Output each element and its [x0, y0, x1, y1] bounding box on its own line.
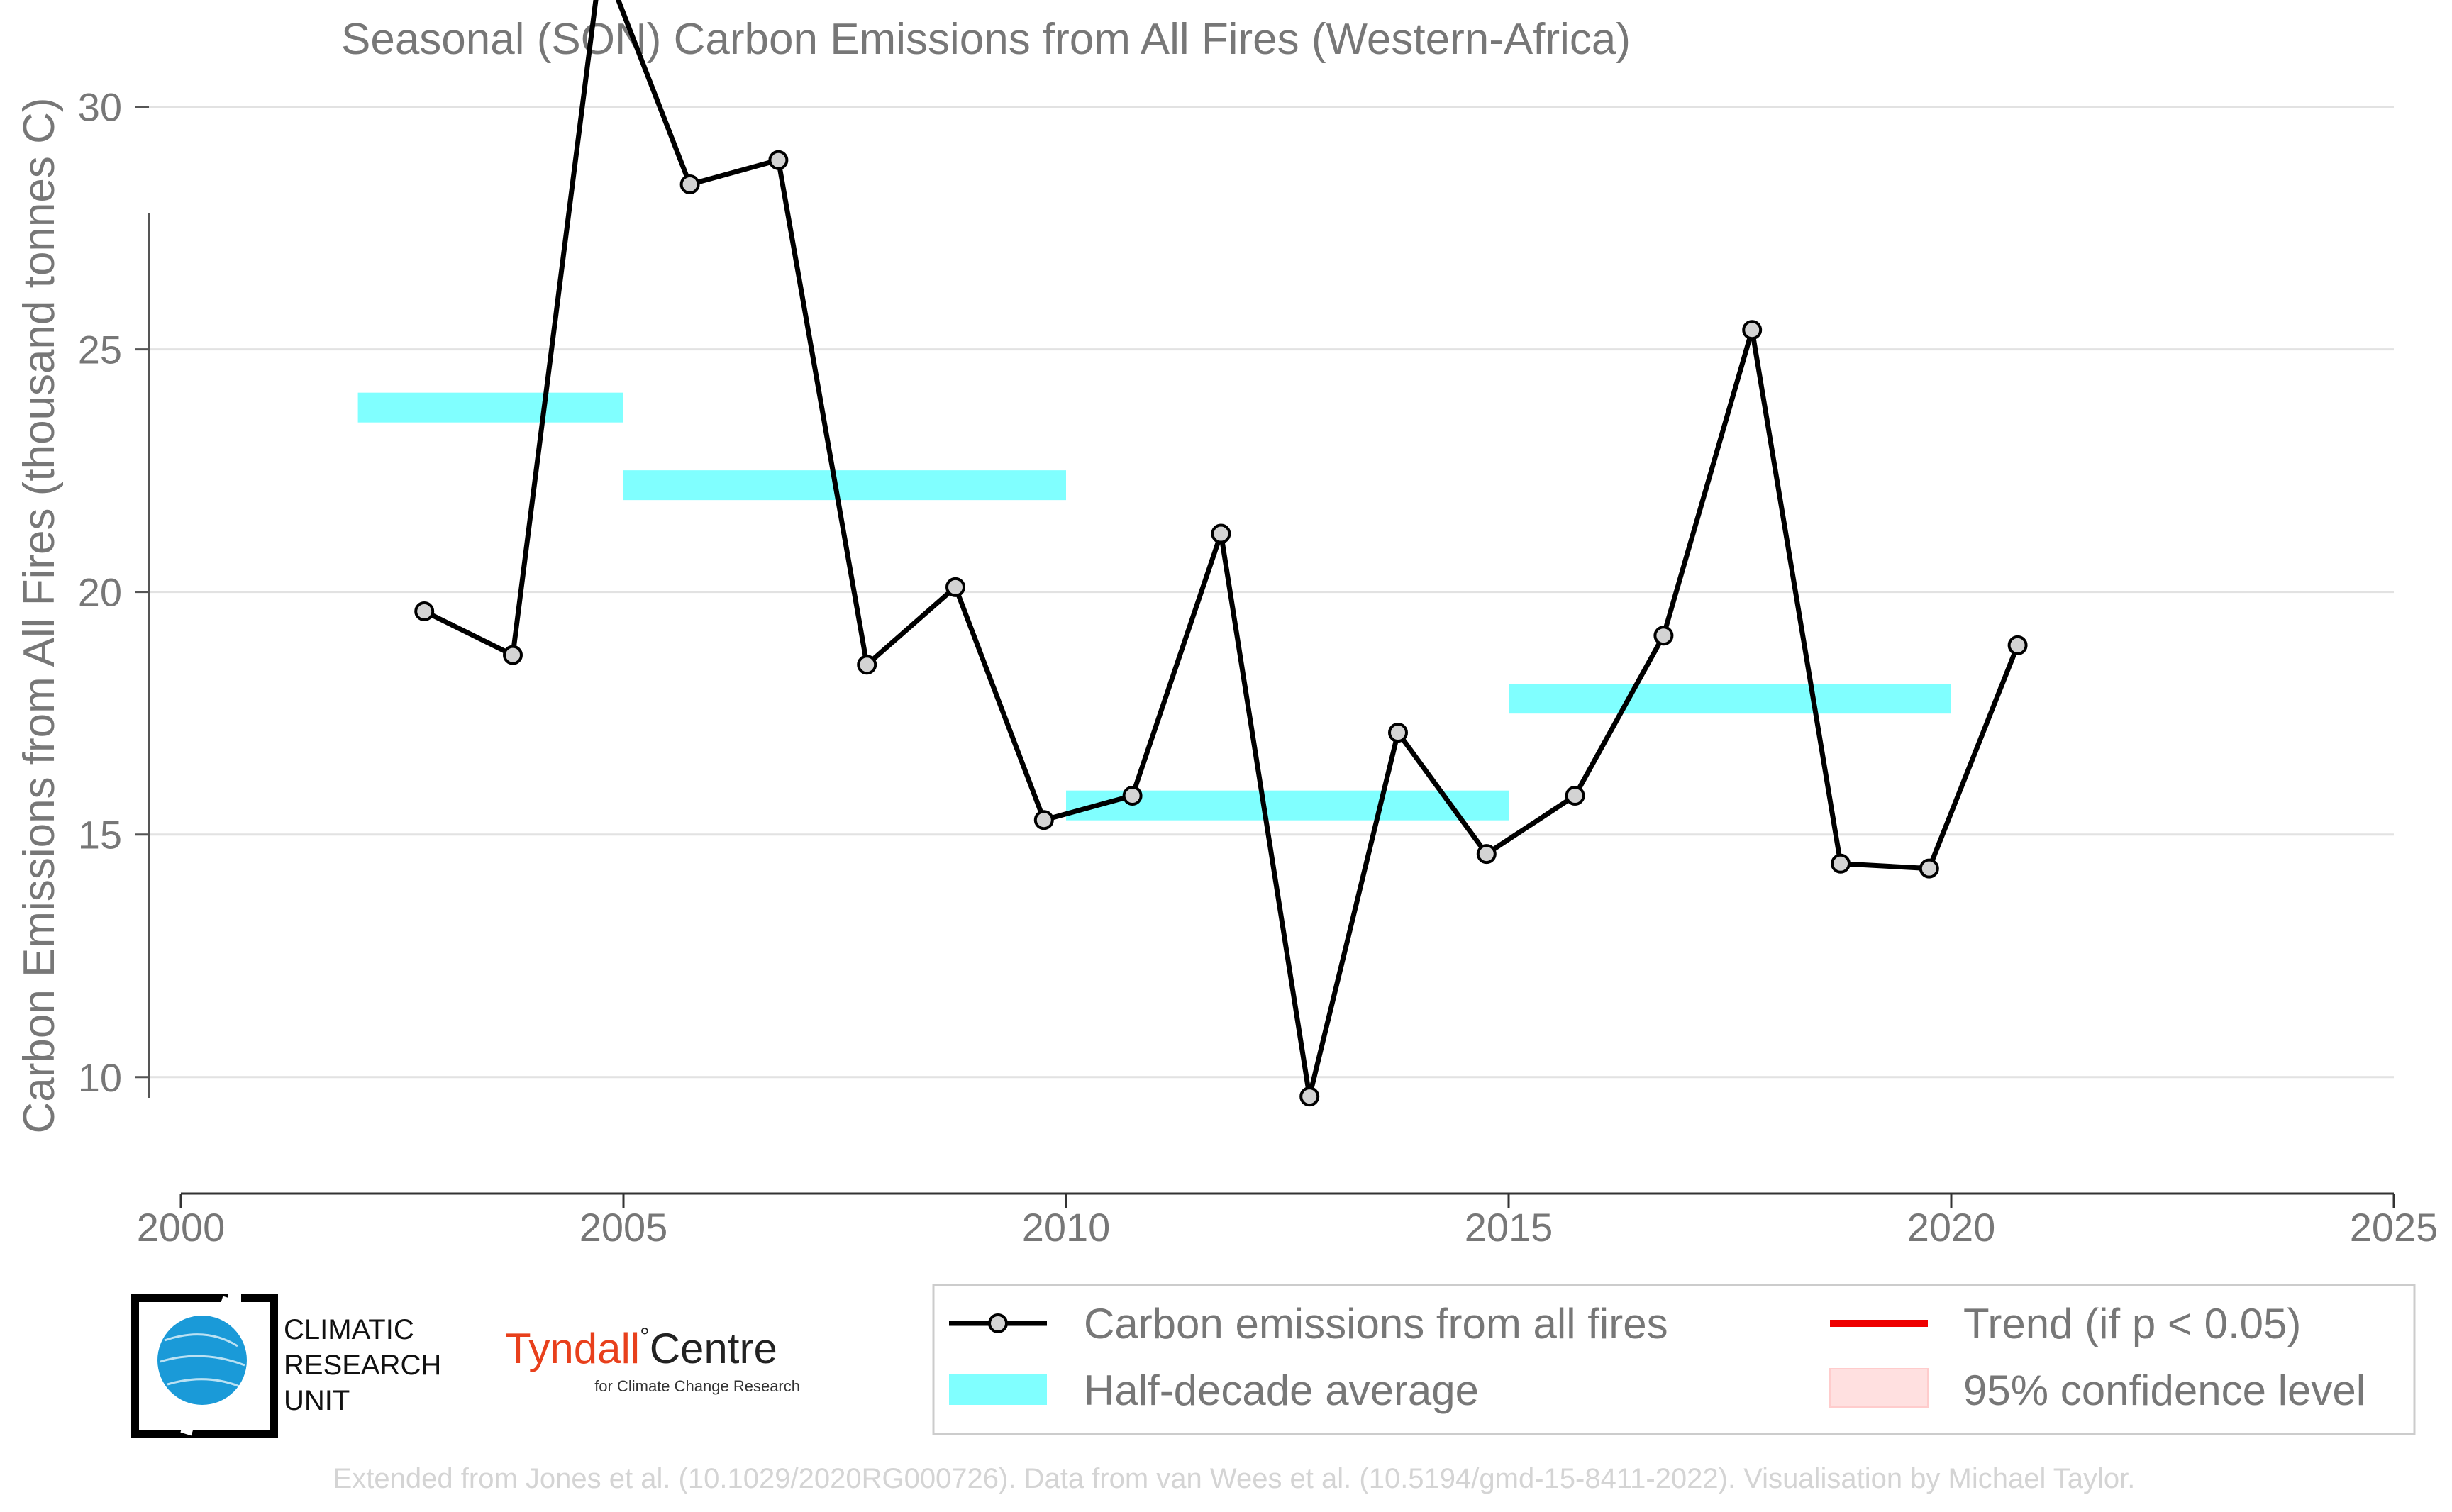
data-point-0-7 [1033, 810, 1054, 830]
grid-lines [149, 106, 2394, 1079]
legend-confidence-swatch [1829, 1368, 1929, 1408]
legend-label-half-decade: Half-decade average [1084, 1367, 1479, 1414]
data-point-0-5 [857, 655, 877, 675]
tyndall-logo: Tyndall°Centre for Climate Change Resear… [505, 1323, 800, 1395]
y-tick-label-15: 15 [78, 813, 122, 857]
data-point-0-13 [1565, 786, 1585, 806]
data-point-0-1 [503, 645, 523, 665]
credit-line: Extended from Jones et al. (10.1029/2020… [333, 1463, 2136, 1494]
tyndall-subtitle: for Climate Change Research [594, 1377, 800, 1395]
x-axis: 2000 2005 2010 2015 2020 2025 [137, 1192, 2439, 1250]
globe-contours-icon [160, 1333, 245, 1388]
tyndall-wordmark: Tyndall°Centre [505, 1323, 777, 1372]
y-tick-label-20: 20 [78, 570, 122, 615]
y-tick-label-25: 25 [78, 328, 122, 372]
cru-line-1: CLIMATIC [284, 1314, 414, 1345]
legend-label-confidence: 95% confidence level [1963, 1367, 2365, 1414]
x-tick-label-2010: 2010 [1022, 1205, 1111, 1250]
half-decade-bands [357, 392, 1951, 821]
legend-marker-swatch [988, 1313, 1008, 1333]
data-point-0-11 [1388, 723, 1408, 743]
data-point-0-6 [945, 577, 965, 597]
x-tick-label-2000: 2000 [137, 1205, 226, 1250]
data-point-0-18 [2007, 635, 2028, 655]
legend-band-swatch [949, 1374, 1047, 1405]
legend-box [932, 1284, 2416, 1435]
data-point-0-16 [1831, 853, 1851, 874]
x-tick-label-2015: 2015 [1465, 1205, 1553, 1250]
emissions-series [414, 0, 2028, 1107]
half-decade-band-3 [1509, 684, 1951, 714]
globe-icon [157, 1316, 247, 1405]
data-point-0-0 [414, 601, 435, 622]
y-axis: 10 15 20 25 30 [78, 85, 150, 1100]
legend: Carbon emissions from all fires Trend (i… [932, 1284, 2416, 1435]
y-axis-label: Carbon Emissions from All Fires (thousan… [15, 97, 64, 1133]
cru-line-3: UNIT [284, 1385, 350, 1416]
series-line-0 [423, 0, 2020, 1099]
x-tick-label-2005: 2005 [579, 1205, 668, 1250]
cru-frame-right [186, 1294, 278, 1438]
data-point-0-10 [1299, 1086, 1320, 1107]
chart-title: Seasonal (SON) Carbon Emissions from All… [341, 15, 1631, 64]
cru-frame-left [131, 1294, 228, 1438]
x-tick-label-2025: 2025 [2350, 1205, 2439, 1250]
tyndall-degree: ° [640, 1323, 650, 1350]
half-decade-band-1 [623, 470, 1066, 501]
data-point-0-3 [679, 174, 700, 194]
x-tick-label-2020: 2020 [1907, 1205, 1996, 1250]
y-tick-label-30: 30 [78, 85, 122, 130]
data-point-0-4 [768, 150, 789, 170]
data-point-0-14 [1653, 626, 1674, 646]
data-point-0-8 [1122, 786, 1143, 806]
data-point-0-15 [1742, 320, 1763, 340]
data-point-0-17 [1919, 858, 1939, 879]
legend-label-trend: Trend (if p < 0.05) [1963, 1300, 2301, 1347]
tyndall-name: Tyndall [505, 1325, 640, 1372]
data-point-0-9 [1211, 523, 1231, 544]
half-decade-band-0 [357, 392, 623, 423]
data-point-0-12 [1476, 844, 1497, 865]
cru-logo: CLIMATIC RESEARCH UNIT [131, 1294, 441, 1438]
tyndall-centre: Centre [650, 1325, 777, 1372]
y-tick-label-10: 10 [78, 1055, 122, 1100]
cru-line-2: RESEARCH [284, 1350, 441, 1381]
legend-label-emissions: Carbon emissions from all fires [1084, 1300, 1668, 1347]
